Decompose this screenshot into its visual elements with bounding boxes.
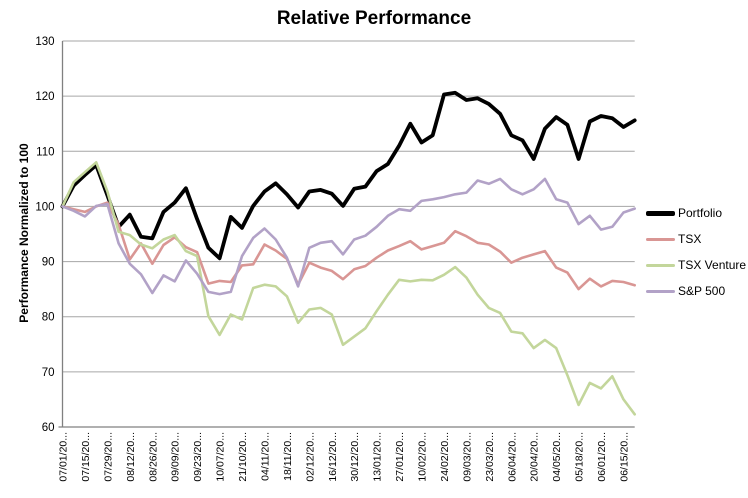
x-tick-label: 30/12/20... (349, 432, 361, 482)
x-tick-label: 21/10/20... (237, 432, 249, 482)
legend-item-tsx-venture: TSX Venture (646, 252, 746, 278)
y-tick-label: 120 (35, 91, 54, 103)
x-tick-label: 09/09/20... (170, 432, 182, 482)
x-tick-label: 08/12/20... (125, 432, 137, 482)
legend-item-portfolio: Portfolio (646, 200, 746, 226)
x-tick-label: 20/04/20... (529, 432, 541, 482)
x-tick-label: 08/26/20... (147, 432, 159, 482)
tsx-venture-line-swatch (646, 263, 675, 267)
x-tick-label: 10/02/20... (417, 432, 429, 482)
x-tick-label: 16/12/20... (327, 432, 339, 482)
x-tick-label: 24/02/20... (439, 432, 451, 482)
x-tick-label: 09/23/20... (192, 432, 204, 482)
legend-label-sp-500: S&P 500 (678, 284, 726, 298)
x-tick-label: 06/15/20... (619, 432, 631, 482)
legend-item-sp-500: S&P 500 (646, 278, 746, 304)
y-tick-label: 130 (35, 36, 54, 48)
y-tick-label: 60 (42, 422, 55, 434)
series-line-tsx (61, 201, 637, 291)
x-tick-label: 04/05/20... (551, 432, 563, 482)
legend-label-portfolio: Portfolio (678, 206, 723, 220)
portfolio-line-swatch (646, 210, 675, 216)
y-tick-label: 110 (36, 146, 54, 158)
y-tick-label: 70 (42, 367, 55, 379)
sp-500-line-swatch (646, 289, 675, 293)
series-line-sp-500 (61, 177, 637, 296)
y-tick-label: 80 (42, 312, 55, 324)
x-tick-label: 18/11/20... (282, 432, 294, 481)
x-tick-label: 09/03/20... (461, 432, 473, 482)
x-tick-label: 13/01/20... (372, 432, 384, 482)
series-line-tsx-venture (61, 161, 637, 416)
legend-label-tsx-venture: TSX Venture (678, 258, 747, 272)
x-tick-label: 06/01/20... (596, 432, 608, 482)
x-tick-label: 07/15/20... (80, 432, 92, 482)
tsx-line-swatch (646, 237, 675, 241)
x-tick-label: 07/29/20... (102, 432, 114, 482)
x-tick-label: 06/04/20... (506, 432, 518, 482)
x-tick-label: 10/07/20... (215, 432, 227, 482)
x-tick-label: 27/01/20... (394, 432, 406, 482)
y-tick-label: 100 (35, 201, 54, 213)
chart-title: Relative Performance (276, 8, 472, 29)
legend-item-tsx: TSX (646, 226, 746, 252)
x-tick-label: 23/03/20... (484, 432, 496, 482)
x-tick-label: 02/12/20... (304, 432, 316, 482)
x-tick-label: 04/11/20... (260, 432, 272, 481)
series-line-portfolio (60, 90, 637, 261)
legend-label-tsx: TSX (678, 232, 702, 246)
x-tick-label: 05/18/20... (574, 432, 586, 482)
y-tick-label: 90 (42, 257, 55, 269)
x-tick-label: 07/01/20... (58, 432, 70, 482)
legend: Portfolio TSX TSX Venture S&P 500 (646, 200, 746, 304)
